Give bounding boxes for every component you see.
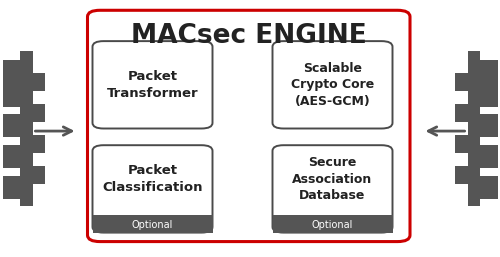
- Bar: [2, 114, 20, 137]
- Text: Optional: Optional: [132, 219, 173, 230]
- Text: MACsec ENGINE: MACsec ENGINE: [131, 23, 366, 49]
- Text: Packet
Classification: Packet Classification: [102, 164, 203, 194]
- Bar: [480, 84, 498, 107]
- FancyBboxPatch shape: [88, 10, 410, 242]
- Bar: [455, 166, 468, 184]
- Bar: [2, 145, 20, 168]
- Bar: [480, 114, 498, 137]
- Bar: [2, 60, 20, 84]
- FancyBboxPatch shape: [272, 41, 392, 128]
- Text: Packet
Transformer: Packet Transformer: [106, 70, 198, 99]
- Bar: [455, 73, 468, 91]
- FancyBboxPatch shape: [92, 145, 212, 233]
- Bar: [480, 60, 498, 84]
- Bar: [92, 216, 212, 233]
- Bar: [32, 166, 45, 184]
- Text: Secure
Association
Database: Secure Association Database: [292, 156, 372, 202]
- Bar: [2, 176, 20, 199]
- FancyBboxPatch shape: [272, 145, 392, 233]
- Bar: [32, 104, 45, 122]
- Bar: [468, 51, 480, 206]
- Bar: [455, 135, 468, 153]
- Bar: [20, 51, 32, 206]
- Bar: [32, 135, 45, 153]
- Bar: [92, 215, 212, 224]
- Bar: [455, 104, 468, 122]
- FancyBboxPatch shape: [92, 41, 212, 128]
- FancyBboxPatch shape: [272, 216, 392, 233]
- Text: Optional: Optional: [312, 219, 353, 230]
- Bar: [480, 176, 498, 199]
- Text: Scalable
Crypto Core
(AES-GCM): Scalable Crypto Core (AES-GCM): [291, 62, 374, 108]
- Bar: [480, 145, 498, 168]
- Bar: [272, 216, 392, 233]
- Bar: [2, 84, 20, 107]
- Bar: [32, 73, 45, 91]
- Bar: [272, 215, 392, 224]
- FancyBboxPatch shape: [92, 216, 212, 233]
